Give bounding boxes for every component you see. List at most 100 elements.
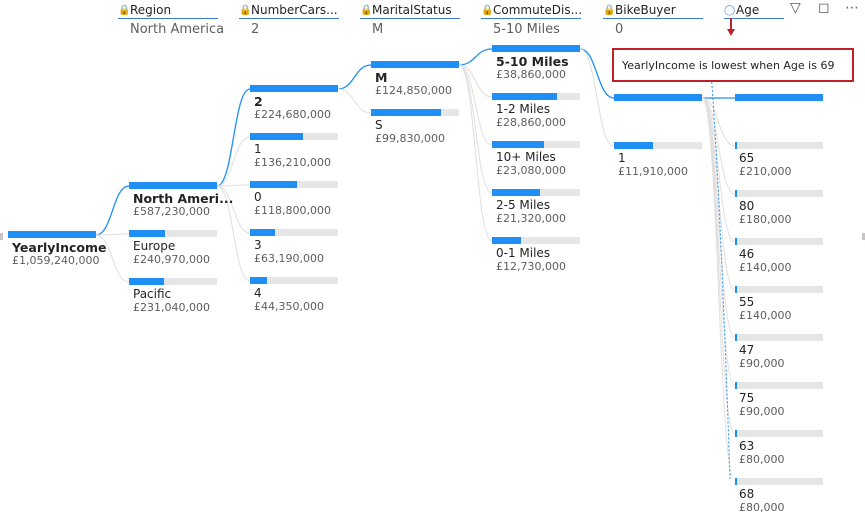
bar-track — [735, 430, 823, 437]
bar-fill — [492, 45, 580, 52]
inactive-link — [579, 48, 615, 147]
bar-fill — [250, 133, 304, 140]
tree-node[interactable]: 65 £210,000 — [735, 142, 865, 180]
tree-node[interactable] — [614, 94, 762, 132]
level-header-age[interactable]: ◯ Age — [724, 2, 784, 40]
inactive-link — [701, 97, 736, 195]
inactive-link — [701, 97, 736, 339]
bar-fill — [250, 85, 338, 92]
tree-node[interactable]: 4 £44,350,000 — [250, 277, 398, 315]
inactive-link — [95, 234, 130, 283]
level-header-region[interactable]: 🔒 Region North America — [118, 2, 224, 40]
lock-icon: 🔒 — [481, 5, 494, 16]
focus-mode-icon[interactable]: ◻ — [818, 0, 830, 16]
bar-fill — [735, 382, 737, 389]
tree-node[interactable]: 0 £118,800,000 — [250, 181, 398, 219]
level-header-commutedistance[interactable]: 🔒 CommuteDis... 5-10 Miles — [481, 2, 581, 40]
tree-node[interactable]: M £124,850,000 — [371, 61, 519, 99]
resize-handle-left[interactable] — [0, 233, 3, 240]
node-amount: £1,059,240,000 — [12, 254, 100, 267]
node-label: 75 — [739, 391, 755, 405]
tree-node[interactable]: 75 £90,000 — [735, 382, 865, 420]
tree-node[interactable]: 47 £90,000 — [735, 334, 865, 372]
tree-node[interactable]: 10+ Miles £23,080,000 — [492, 141, 640, 179]
inactive-link — [216, 185, 251, 282]
bar-track — [129, 278, 217, 285]
node-amount: £21,320,000 — [496, 212, 566, 225]
callout-text: YearlyIncome is lowest when Age is 69 — [622, 59, 835, 72]
level-title: CommuteDis... — [493, 3, 581, 17]
bar-fill — [371, 109, 442, 116]
tree-node[interactable]: 1-2 Miles £28,860,000 — [492, 93, 640, 131]
level-header-bikebuyer[interactable]: 🔒 BikeBuyer 0 — [603, 2, 703, 40]
active-link — [579, 48, 615, 99]
tree-node[interactable]: 80 £180,000 — [735, 190, 865, 228]
tree-node[interactable]: Pacific £231,040,000 — [129, 278, 277, 316]
tree-node[interactable]: 2-5 Miles £21,320,000 — [492, 189, 640, 227]
bar-fill — [614, 94, 702, 101]
level-value: 5-10 Miles — [493, 22, 560, 37]
more-options-icon[interactable]: ⋯ — [845, 0, 859, 16]
bar-fill — [129, 230, 166, 237]
lock-icon: 🔒 — [118, 5, 131, 16]
level-title: Age — [736, 3, 760, 17]
level-value: 2 — [251, 22, 260, 37]
node-amount: £38,860,000 — [496, 68, 566, 81]
node-amount: £240,970,000 — [133, 253, 210, 266]
tree-node[interactable] — [735, 94, 865, 132]
tree-node[interactable]: 63 £80,000 — [735, 430, 865, 468]
bar-fill — [735, 142, 737, 149]
tree-node[interactable]: 1 £136,210,000 — [250, 133, 398, 171]
node-label: 3 — [254, 238, 262, 252]
header-underline — [118, 18, 218, 19]
node-amount: £118,800,000 — [254, 204, 331, 217]
lock-icon: 🔒 — [239, 5, 252, 16]
tree-node[interactable]: 2 £224,680,000 — [250, 85, 398, 123]
filter-icon[interactable]: ▽ — [790, 0, 801, 16]
tree-node[interactable]: 46 £140,000 — [735, 238, 865, 276]
bar-track — [735, 286, 823, 293]
level-header-maritalstatus[interactable]: 🔒 MaritalStatus M — [360, 2, 460, 40]
bar-track — [735, 334, 823, 341]
level-value: 0 — [615, 22, 624, 37]
tree-node[interactable]: 1 £11,910,000 — [614, 142, 762, 180]
node-label: North Ameri... — [133, 191, 234, 206]
bar-fill — [735, 334, 737, 341]
bar-track — [735, 382, 823, 389]
inactive-link — [458, 64, 493, 146]
bar-fill — [250, 229, 275, 236]
lock-icon: 🔒 — [360, 5, 373, 16]
level-title: MaritalStatus — [372, 3, 452, 17]
tree-node[interactable]: North Ameri... £587,230,000 — [129, 182, 277, 220]
node-label: 80 — [739, 199, 755, 213]
node-label: 2-5 Miles — [496, 198, 551, 212]
tree-node[interactable]: 5-10 Miles £38,860,000 — [492, 45, 640, 83]
node-amount: £80,000 — [739, 501, 785, 514]
node-label: 10+ Miles — [496, 150, 556, 164]
tree-node[interactable]: S £99,830,000 — [371, 109, 519, 147]
tree-node[interactable]: 0-1 Miles £12,730,000 — [492, 237, 640, 275]
tree-node[interactable]: 68 £80,000 — [735, 478, 865, 516]
bar-fill — [492, 189, 541, 196]
tree-node[interactable]: 3 £63,190,000 — [250, 229, 398, 267]
arrow-down-icon — [727, 18, 735, 36]
node-label: 1 — [618, 151, 626, 165]
level-title: Region — [130, 3, 172, 17]
inactive-link — [216, 185, 251, 234]
node-amount: £99,830,000 — [375, 132, 445, 145]
resize-handle-right[interactable] — [862, 233, 865, 240]
bar-fill — [614, 142, 653, 149]
node-label: 5-10 Miles — [496, 54, 569, 69]
node-label: YearlyIncome — [12, 240, 107, 255]
header-underline — [724, 18, 784, 19]
bar-fill — [8, 231, 96, 238]
tree-root-node[interactable]: YearlyIncome £1,059,240,000 — [8, 231, 156, 269]
active-link — [337, 64, 372, 90]
node-amount: £90,000 — [739, 405, 785, 418]
tree-node[interactable]: 55 £140,000 — [735, 286, 865, 324]
tree-node[interactable]: Europe £240,970,000 — [129, 230, 277, 268]
node-label: 1 — [254, 142, 262, 156]
bar-track — [129, 230, 217, 237]
lock-icon: 🔒 — [603, 5, 616, 16]
level-header-numbercars[interactable]: 🔒 NumberCars... 2 — [239, 2, 339, 40]
